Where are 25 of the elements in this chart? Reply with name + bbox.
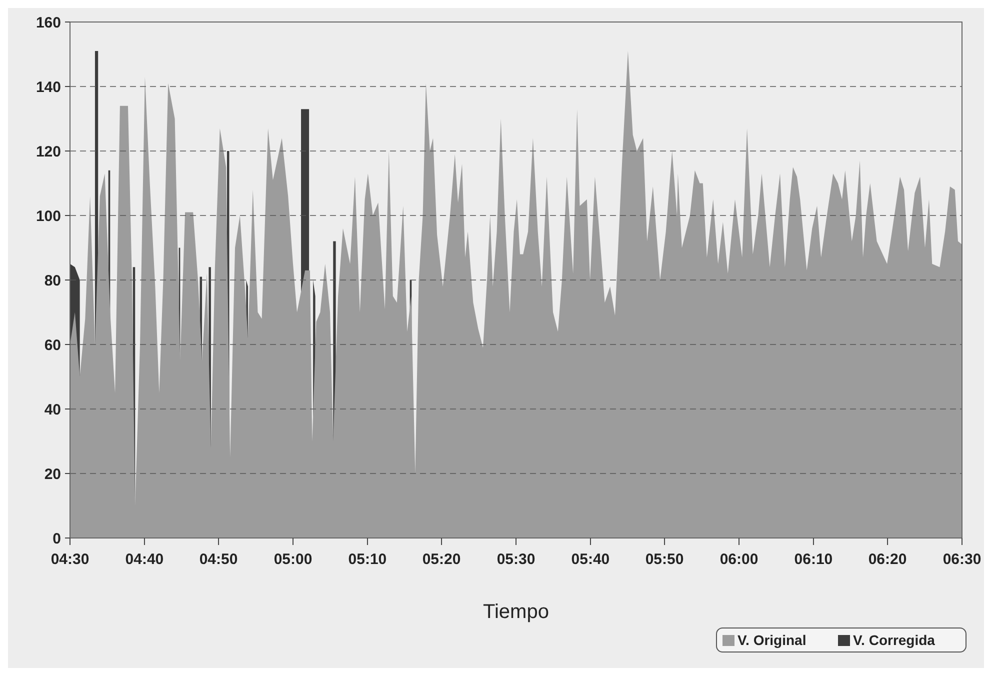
x-tick-label: 04:50 [199, 551, 238, 568]
y-tick-label: 80 [44, 272, 61, 290]
x-tick-label: 05:30 [496, 551, 536, 568]
x-tick-label: 04:30 [50, 551, 90, 568]
y-tick-label: 60 [44, 336, 61, 354]
y-tick-label: 20 [44, 466, 61, 483]
x-tick-label: 05:50 [645, 551, 684, 568]
y-tick-label: 40 [44, 401, 61, 418]
y-tick-label: 120 [36, 143, 61, 160]
legend-label: V. Original [738, 632, 806, 648]
x-tick-label: 05:20 [422, 551, 461, 568]
legend-label: V. Corregida [853, 632, 936, 648]
y-tick-label: 160 [36, 14, 61, 32]
x-tick-label: 06:30 [942, 551, 982, 568]
x-tick-label: 05:40 [571, 551, 610, 568]
x-tick-label: 06:00 [720, 551, 758, 568]
x-tick-label: 06:20 [868, 551, 907, 568]
x-tick-label: 05:00 [274, 551, 312, 568]
y-tick-label: 140 [36, 78, 61, 96]
x-tick-label: 06:10 [794, 551, 833, 568]
y-tick-label: 0 [52, 530, 61, 548]
x-axis-title: Tiempo [483, 601, 549, 623]
x-tick-label: 04:40 [125, 551, 164, 568]
y-tick-label: 100 [36, 208, 61, 225]
x-tick-label: 05:10 [348, 551, 387, 568]
